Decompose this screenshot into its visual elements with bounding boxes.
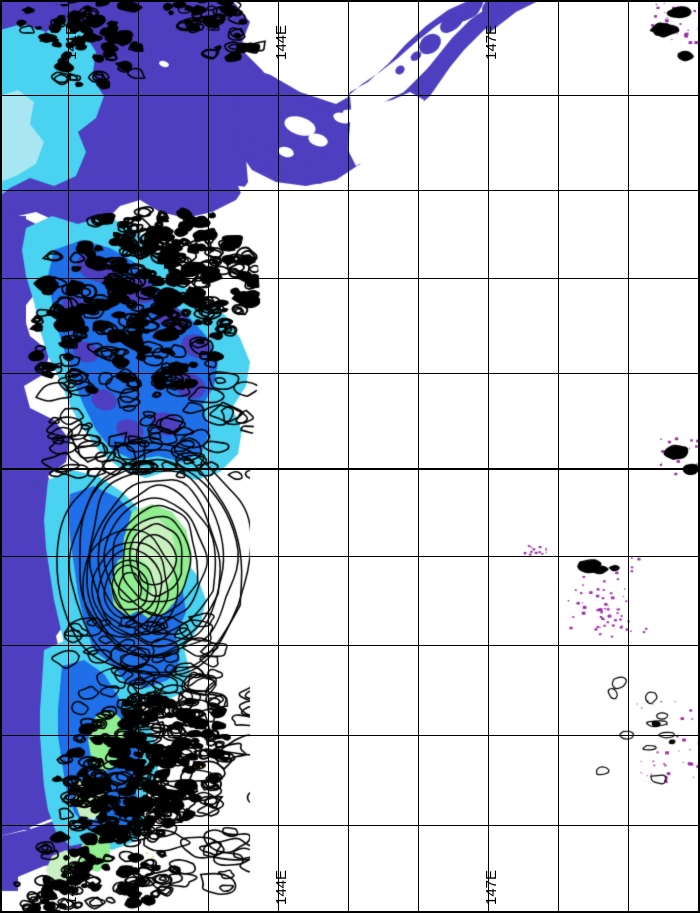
- longitude-label-144e-bottom: 144E: [273, 869, 290, 905]
- longitude-label-141e-top: 141E: [63, 24, 80, 60]
- longitude-label-141e-bottom: 141E: [63, 869, 80, 905]
- longitude-label-144e-top: 144E: [273, 24, 290, 60]
- longitude-label-147e-top: 147E: [483, 24, 500, 60]
- longitude-label-147e-bottom: 147E: [483, 869, 500, 905]
